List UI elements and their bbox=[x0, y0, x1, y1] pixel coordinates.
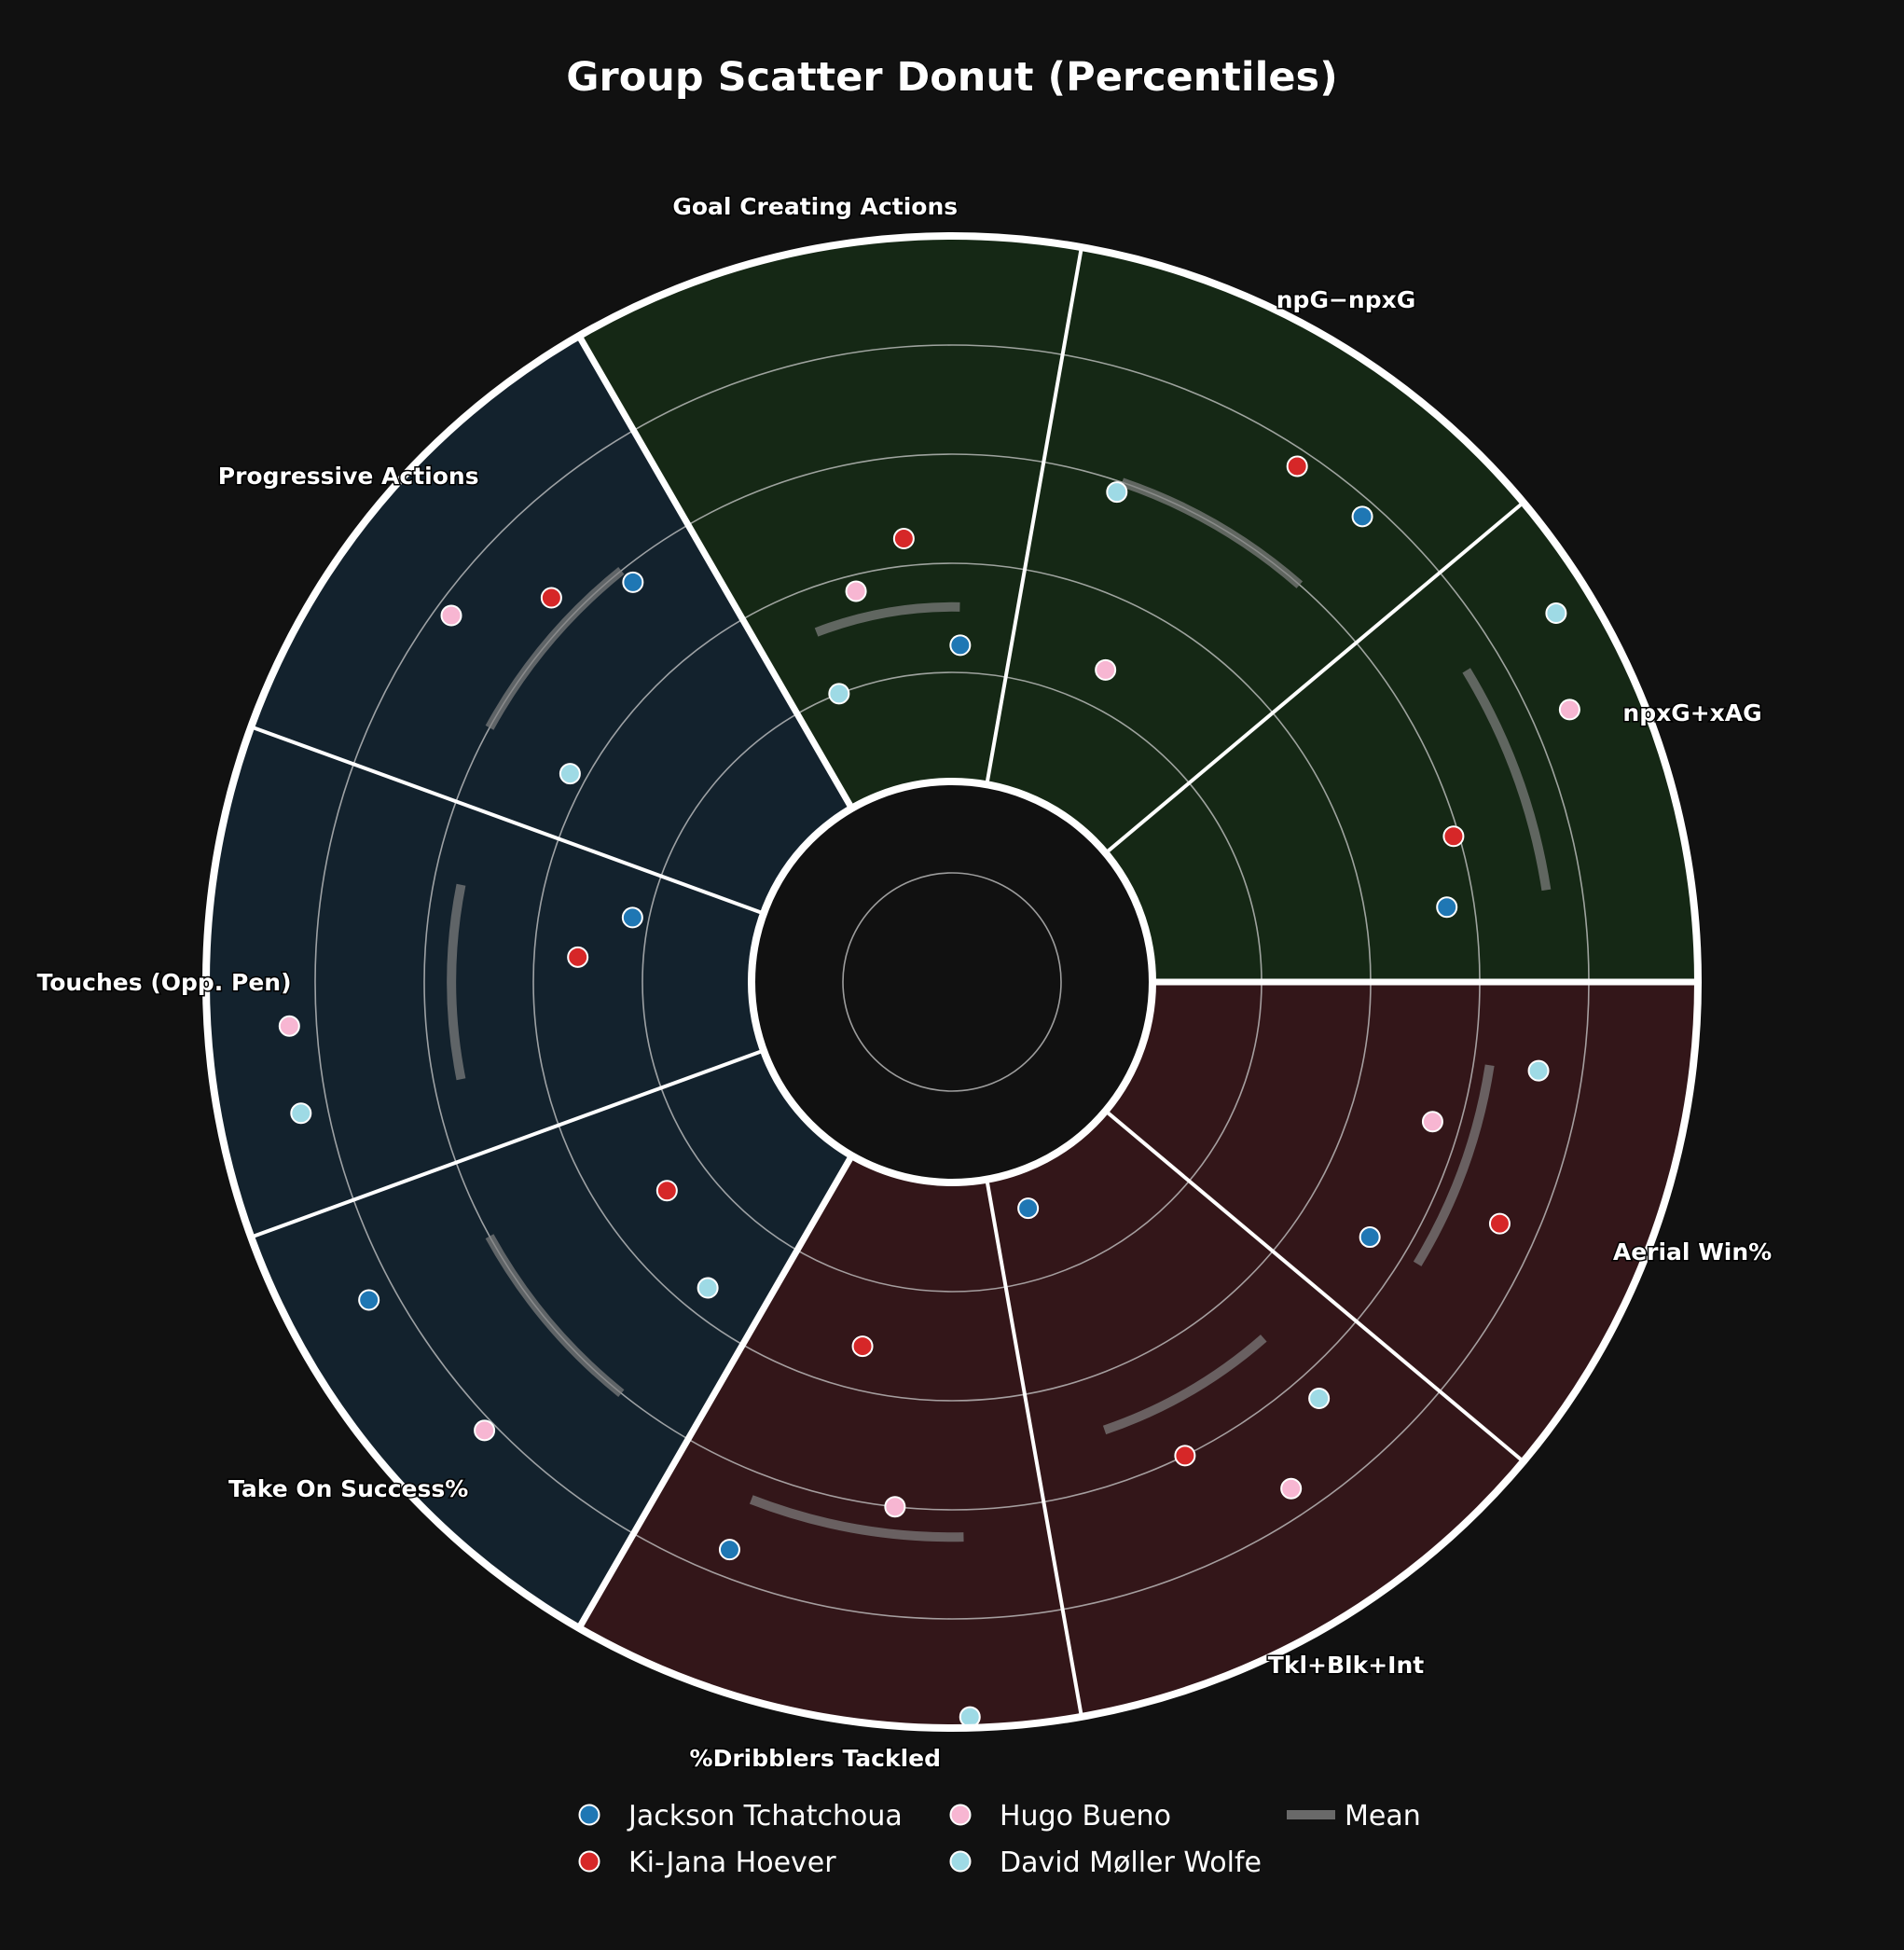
legend: Jackson Tchatchoua Ki-Jana Hoever Hugo Bue… bbox=[578, 1800, 1421, 1879]
sector-divider bbox=[575, 334, 855, 810]
data-point bbox=[1351, 505, 1373, 528]
data-point bbox=[1280, 1477, 1303, 1500]
data-point bbox=[440, 604, 462, 627]
data-point bbox=[1017, 1197, 1040, 1220]
legend-marker bbox=[578, 1850, 600, 1873]
data-point bbox=[290, 1102, 312, 1125]
category-label: Tkl+Blk+Int bbox=[1268, 1652, 1424, 1679]
sector-npxg-xag bbox=[1105, 502, 1698, 982]
data-point bbox=[959, 1706, 981, 1728]
data-point bbox=[1286, 455, 1308, 477]
data-point bbox=[1545, 602, 1567, 625]
data-point bbox=[622, 571, 644, 593]
data-point bbox=[1359, 1226, 1381, 1249]
mean-arc bbox=[447, 883, 466, 1081]
mean-arc bbox=[749, 1495, 964, 1542]
sector-divider bbox=[985, 246, 1083, 785]
data-point bbox=[1421, 1111, 1443, 1133]
category-label: npG−npxG bbox=[1276, 286, 1416, 313]
mean-arc bbox=[485, 566, 625, 730]
data-point bbox=[851, 1335, 874, 1358]
category-label: Aerial Win% bbox=[1613, 1238, 1772, 1265]
data-point bbox=[828, 683, 850, 705]
mean-arc bbox=[1102, 1335, 1267, 1435]
legend-label: Mean bbox=[1345, 1800, 1421, 1832]
rings bbox=[202, 232, 1702, 1732]
category-label: Take On Success% bbox=[228, 1475, 468, 1502]
data-point bbox=[1174, 1445, 1196, 1467]
hole-ring bbox=[842, 872, 1062, 1092]
chart-title: Group Scatter Donut (Percentiles) bbox=[566, 54, 1338, 101]
category-labels: npxG+xAG npG−npxG Goal Creating Actions Pro… bbox=[35, 191, 1773, 1773]
outer-rim bbox=[202, 232, 1702, 1732]
sector-divider bbox=[1104, 1109, 1525, 1463]
data-point bbox=[892, 528, 915, 550]
sector-divider bbox=[1104, 501, 1525, 855]
data-point bbox=[1488, 1212, 1511, 1235]
data-point bbox=[474, 1419, 496, 1442]
data-point bbox=[697, 1277, 719, 1299]
mean-arc bbox=[485, 1234, 625, 1398]
mean-arc bbox=[814, 602, 960, 637]
legend-label: Ki-Jana Hoever bbox=[628, 1846, 836, 1879]
data-point bbox=[845, 580, 867, 602]
data-point bbox=[718, 1539, 740, 1561]
category-label: npxG+xAG bbox=[1622, 699, 1761, 726]
data-point bbox=[1442, 825, 1465, 848]
data-point bbox=[1308, 1388, 1331, 1410]
category-label: %Dribblers Tackled bbox=[690, 1745, 942, 1772]
data-point bbox=[358, 1289, 380, 1311]
mean-arc bbox=[1120, 477, 1304, 588]
legend-label: David Møller Wolfe bbox=[1000, 1846, 1262, 1879]
legend-marker bbox=[578, 1804, 600, 1826]
data-point bbox=[655, 1180, 678, 1202]
legend-label: Jackson Tchatchoua bbox=[627, 1800, 903, 1832]
sector-divider bbox=[250, 725, 765, 916]
data-point bbox=[1095, 658, 1117, 681]
data-point bbox=[540, 587, 562, 609]
data-point bbox=[1527, 1059, 1550, 1082]
sector-dividers bbox=[250, 246, 1698, 1718]
sector-goal-creating-actions bbox=[579, 235, 1082, 809]
sector-divider bbox=[985, 1179, 1083, 1718]
sector-divider bbox=[250, 1048, 765, 1239]
category-label: Touches (Opp. Pen) bbox=[36, 969, 291, 996]
sector-aerial-win- bbox=[1105, 982, 1698, 1462]
sector--dribblers-tackled bbox=[579, 1155, 1082, 1728]
mean-arc bbox=[1462, 668, 1552, 892]
data-point bbox=[1436, 896, 1458, 919]
data-points bbox=[278, 455, 1580, 1728]
data-point bbox=[884, 1496, 906, 1518]
mean-arc bbox=[1413, 1064, 1495, 1266]
category-label: Goal Creating Actions bbox=[672, 193, 958, 220]
legend-label: Hugo Bueno bbox=[1000, 1800, 1171, 1832]
data-point bbox=[949, 634, 972, 657]
legend-marker bbox=[949, 1850, 972, 1873]
mean-arcs bbox=[447, 477, 1552, 1542]
legend-marker bbox=[949, 1804, 972, 1826]
category-label: Progressive Actions bbox=[218, 463, 479, 490]
data-point bbox=[559, 763, 581, 785]
sector-divider bbox=[575, 1154, 855, 1630]
data-point bbox=[1558, 698, 1580, 721]
data-point bbox=[567, 946, 589, 968]
donut-hole bbox=[752, 781, 1152, 1182]
sector-touches-opp-pen- bbox=[205, 726, 764, 1238]
inner-rim bbox=[748, 778, 1156, 1186]
data-point bbox=[1106, 481, 1128, 504]
data-point bbox=[278, 1015, 300, 1037]
data-point bbox=[621, 906, 643, 929]
